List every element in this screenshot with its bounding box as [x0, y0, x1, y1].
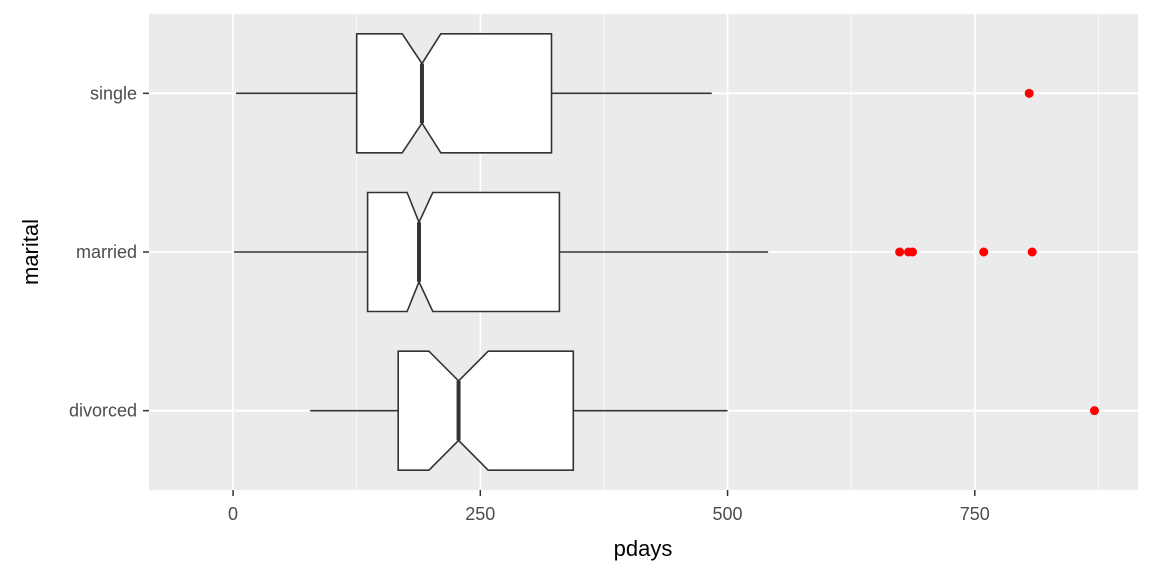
boxes [234, 32, 769, 472]
box-divorced [310, 350, 728, 472]
box-body [366, 191, 561, 313]
x-tick-label: 250 [465, 504, 495, 524]
outlier-point [895, 247, 905, 257]
box-single [236, 32, 712, 154]
x-tick-label: 750 [960, 504, 990, 524]
outlier-point [1024, 88, 1034, 98]
box-married [234, 191, 769, 313]
box-body [397, 350, 575, 472]
outliers [895, 88, 1099, 416]
y-tick-label: married [76, 242, 137, 262]
x-tick-label: 0 [228, 504, 238, 524]
outlier-point [908, 247, 918, 257]
outlier-point [1027, 247, 1037, 257]
outlier-point [979, 247, 989, 257]
y-tick-label: divorced [69, 401, 137, 421]
x-axis-title: pdays [614, 536, 673, 561]
x-axis: 0 250 500 750 [228, 490, 990, 524]
y-tick-label: single [90, 83, 137, 103]
x-tick-label: 500 [713, 504, 743, 524]
y-axis-title: marital [18, 219, 43, 285]
y-axis: divorced married single [69, 83, 149, 421]
box-body [355, 32, 553, 154]
outlier-point [1089, 406, 1099, 416]
